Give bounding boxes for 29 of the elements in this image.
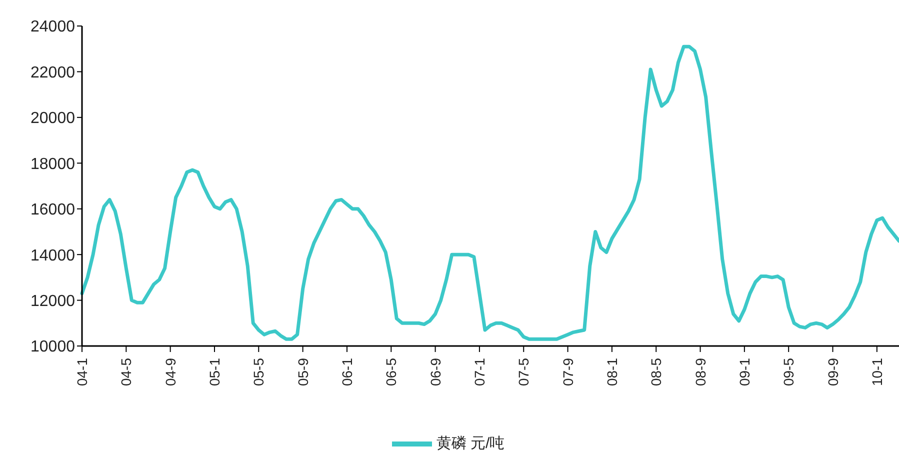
x-tick-label: 09-5 xyxy=(780,358,797,386)
legend-label: 黄磷 元/吨 xyxy=(436,434,505,452)
line-series xyxy=(80,44,899,341)
y-tick-label: 22000 xyxy=(30,64,76,82)
x-tick-label: 04-5 xyxy=(118,358,134,386)
y-tick-label: 16000 xyxy=(30,202,76,219)
x-tick-label: 05-9 xyxy=(294,358,311,386)
x-tick-label: 09-1 xyxy=(736,358,752,386)
x-tick-label: 09-9 xyxy=(824,358,841,386)
x-tick-label: 08-5 xyxy=(648,358,664,386)
x-tick-label: 07-1 xyxy=(471,358,488,386)
x-tick-label: 05-5 xyxy=(250,358,267,386)
x-tick-label: 07-9 xyxy=(560,358,576,386)
x-tick-label: 06-5 xyxy=(383,358,400,386)
x-tick-label: 08-9 xyxy=(692,358,708,386)
x-tick-label: 04-9 xyxy=(162,358,178,386)
x-tick-label: 10-1 xyxy=(868,358,885,386)
y-tick-label: 20000 xyxy=(30,110,76,128)
y-tick-label: 12000 xyxy=(30,292,76,310)
y-tick-label: 24000 xyxy=(30,18,76,36)
x-tick-label: 08-1 xyxy=(604,358,620,386)
x-tick-label: 06-9 xyxy=(427,358,444,386)
x-tick-label: 05-1 xyxy=(206,358,222,386)
x-tick-label: 06-1 xyxy=(338,358,355,386)
y-tick-label: 18000 xyxy=(30,156,76,173)
x-tick-label: 07-5 xyxy=(516,358,532,386)
x-tick-label: 04-1 xyxy=(74,358,90,386)
y-tick-label: 10000 xyxy=(30,338,76,356)
y-tick-label: 14000 xyxy=(30,247,76,264)
